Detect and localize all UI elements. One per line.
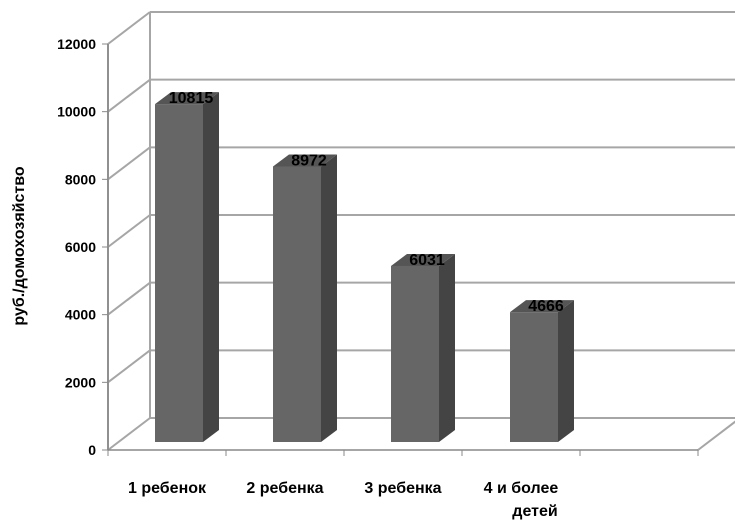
data-label: 6031: [409, 252, 445, 269]
data-label: 10815: [169, 90, 214, 107]
bar-top: [273, 154, 337, 167]
labels: 0 2000 4000 6000 8000 10000 12000 10815 8972 6031…: [57, 36, 564, 520]
axes: [102, 43, 699, 456]
data-label: 8972: [291, 152, 327, 169]
bar-top: [155, 92, 219, 105]
bar-top: [391, 253, 455, 266]
x-tick-label: 4 и более детей: [484, 480, 559, 520]
data-label: 4666: [528, 298, 564, 315]
bar: [510, 300, 574, 442]
bars: [155, 92, 574, 442]
x-tick-label: 1 ребенок: [128, 480, 207, 497]
x-tick-label-line: детей: [512, 503, 557, 520]
y-tick-label: 10000: [57, 104, 96, 120]
x-tick-label-line: 1 ребенок: [128, 480, 207, 497]
bar: [155, 92, 219, 442]
y-tick-label: 0: [88, 442, 96, 458]
bar: [391, 253, 455, 442]
gridline-diag: [107, 349, 151, 384]
bar: [273, 154, 337, 442]
y-axis-label: руб./домохозяйство: [11, 166, 28, 326]
bar-top: [510, 300, 574, 313]
gridline-diag: [107, 417, 151, 451]
gridline-diag: [107, 11, 151, 45]
x-tick-label: 3 ребенка: [364, 480, 441, 497]
bar-side: [203, 92, 219, 442]
gridline-diag: [107, 281, 151, 316]
y-tick-label: 6000: [65, 239, 96, 255]
x-tick-label-line: 3 ребенка: [364, 480, 441, 497]
y-tick-label: 8000: [65, 171, 96, 187]
x-tick-label-line: 4 и более: [484, 480, 559, 497]
gridline-diag: [107, 214, 151, 248]
gridline-diag: [107, 146, 151, 181]
y-tick-label: 4000: [65, 307, 96, 323]
x-tick-label-line: 2 ребенка: [246, 480, 323, 497]
y-tick-label: 12000: [57, 36, 96, 52]
bar-side: [439, 253, 455, 442]
bar-side: [321, 154, 337, 442]
y-tick-label: 2000: [65, 374, 96, 390]
bar-front: [391, 265, 439, 442]
x-tick-label: 2 ребенка: [246, 480, 323, 497]
bar-front: [273, 166, 321, 442]
bar-front: [510, 312, 558, 442]
bar-side: [558, 300, 574, 442]
floor-right-edge: [697, 420, 735, 451]
bar-front: [155, 104, 203, 442]
gridline-diag: [107, 78, 151, 113]
